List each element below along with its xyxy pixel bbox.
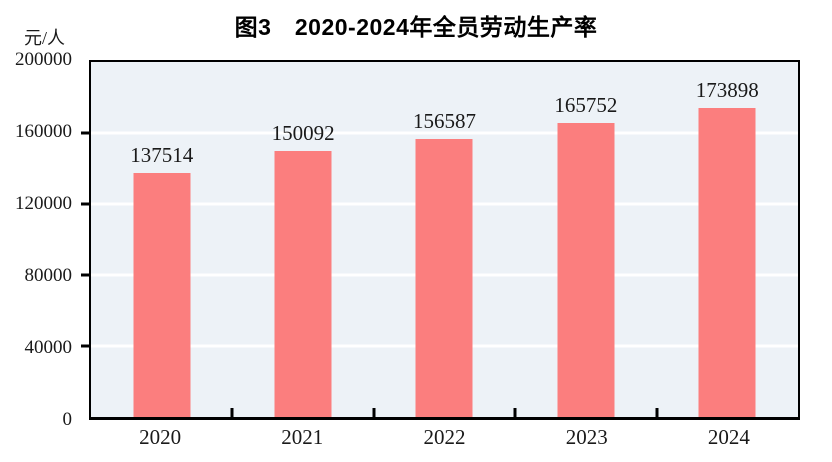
- chart-title: 图3 2020-2024年全员劳动生产率: [234, 14, 598, 40]
- x-tick-label-2022: 2022: [423, 425, 466, 449]
- y-tick-mark-80000: [81, 273, 89, 277]
- x-axis-category-labels: 2020 2021 2022 2023 2024: [89, 425, 800, 450]
- x-tick-label-2023: 2023: [565, 425, 608, 449]
- bar-slot-2023: 165752: [515, 62, 656, 417]
- x-tick-label-2020: 2020: [139, 425, 182, 449]
- x-tick-mark-1: [230, 408, 234, 417]
- bar-2024: 173898: [696, 78, 759, 417]
- y-tick-label-200000: 200000: [15, 49, 72, 70]
- bar-slot-2024: 173898: [657, 62, 798, 417]
- x-tick-label-2021: 2021: [281, 425, 324, 449]
- y-tick-mark-120000: [81, 202, 89, 206]
- y-tick-label-40000: 40000: [24, 337, 73, 358]
- y-tick-label-120000: 120000: [15, 193, 72, 214]
- x-tick-label-2024: 2024: [707, 425, 750, 449]
- bar-value-2022: 156587: [412, 109, 476, 134]
- bar-2022: 156587: [413, 109, 476, 417]
- bar-value-2024: 173898: [695, 78, 759, 103]
- bar-value-2023: 165752: [554, 92, 618, 117]
- bar-slot-2020: 137514: [91, 62, 232, 417]
- bar-2020: 137514: [130, 143, 193, 417]
- y-axis-unit-label: 元/人: [24, 28, 66, 48]
- y-tick-label-160000: 160000: [15, 121, 72, 142]
- bar-2021: 150092: [272, 121, 335, 417]
- bar-2023: 165752: [554, 93, 617, 417]
- y-axis-tick-labels: 200000 160000 120000 80000 40000 0: [0, 49, 76, 430]
- bar-value-2020: 137514: [130, 142, 194, 167]
- gridline-160000: [91, 131, 798, 135]
- y-tick-label-80000: 80000: [24, 265, 73, 286]
- x-tick-mark-4: [655, 408, 659, 417]
- plot-area: 137514 150092 156587 165752 173898: [81, 60, 800, 420]
- x-tick-mark-2: [372, 408, 376, 417]
- x-tick-mark-3: [513, 408, 517, 417]
- y-tick-mark-40000: [81, 344, 89, 348]
- y-tick-mark-160000: [81, 131, 89, 135]
- bar-value-2021: 150092: [271, 120, 335, 145]
- bar-slot-2021: 150092: [232, 62, 373, 417]
- y-tick-label-0: 0: [62, 409, 73, 430]
- bar-slot-2022: 156587: [374, 62, 515, 417]
